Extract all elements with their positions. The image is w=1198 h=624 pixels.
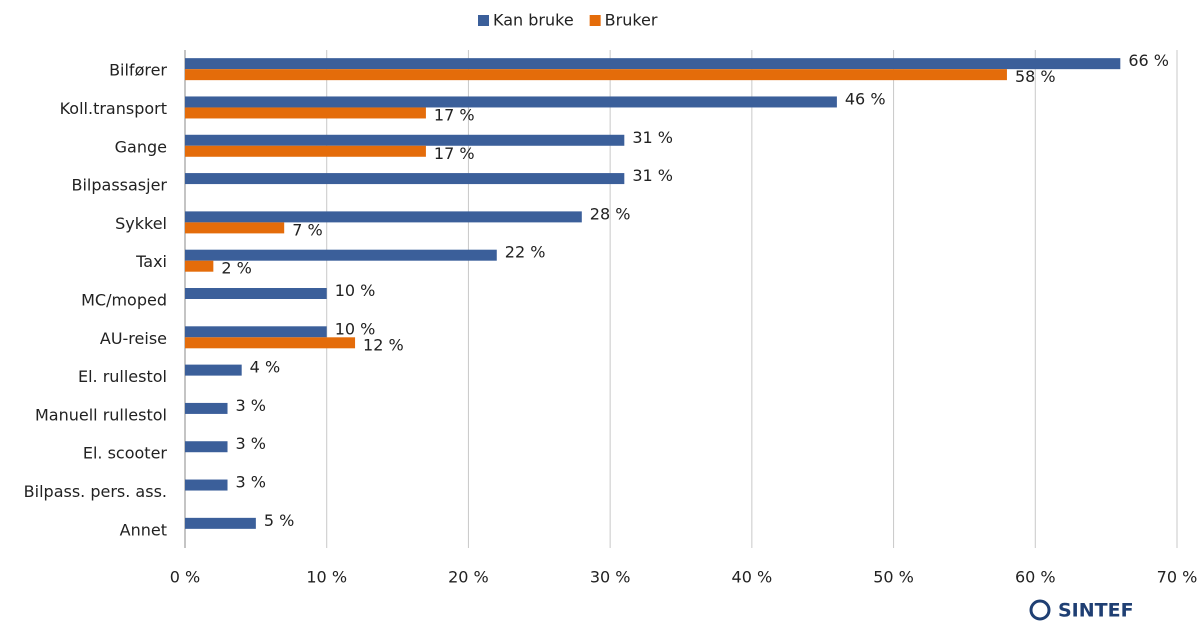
x-tick-label: 20 % [448,568,489,587]
legend-swatch [589,15,601,26]
y-tick-label: MC/moped [81,291,167,310]
data-label: 58 % [1015,67,1056,86]
data-label: 3 % [236,434,266,453]
bar [185,58,1121,70]
y-tick-label: Taxi [135,252,167,271]
logo-icon [1029,599,1051,621]
x-tick-label: 40 % [732,568,773,587]
data-label: 3 % [236,473,266,492]
legend-swatch [478,15,489,26]
y-tick-label: Bilpass. pers. ass. [24,482,167,501]
x-tick-label: 30 % [590,568,631,587]
bar [185,145,426,157]
y-tick-label: Koll.transport [60,99,167,118]
bar [185,288,327,299]
data-label: 10 % [335,281,376,300]
logo-text: SINTEF [1058,600,1134,622]
bar [185,249,497,261]
y-tick-label: Bilpassasjer [71,176,167,195]
y-tick-label: Annet [120,520,167,539]
bar [185,69,1007,81]
bar [185,326,327,338]
data-label: 17 % [434,144,475,163]
logo: SINTEF [1029,599,1134,622]
bar [185,479,228,491]
y-tick-label: Sykkel [115,214,167,233]
y-tick-label: Gange [115,137,167,156]
x-tick-label: 10 % [306,568,347,587]
bar [185,96,837,108]
bar [185,517,256,529]
y-tick-label: AU-reise [100,329,167,348]
data-label: 22 % [505,243,546,262]
y-tick-label: El. rullestol [78,367,167,386]
bar [185,337,356,349]
data-label: 46 % [845,89,886,108]
y-tick-label: Manuell rullestol [35,405,167,424]
bar [185,260,214,272]
data-label: 31 % [632,128,673,147]
data-label: 31 % [632,166,673,185]
data-label: 4 % [250,358,280,377]
data-label: 3 % [236,396,266,415]
x-tick-label: 0 % [170,568,200,587]
data-label: 7 % [292,220,322,239]
bar [185,364,242,376]
data-label: 17 % [434,105,475,124]
x-tick-label: 50 % [873,568,914,587]
legend-label: Kan bruke [493,11,574,30]
x-tick-label: 60 % [1015,568,1056,587]
data-label: 2 % [221,259,251,278]
x-tick-label: 70 % [1157,568,1198,587]
bar [185,173,625,185]
bar [185,222,285,234]
legend-label: Bruker [605,11,658,30]
data-label: 12 % [363,335,404,354]
bar [185,134,625,146]
data-label: 28 % [590,204,631,223]
y-tick-label: El. scooter [83,444,168,463]
bar [185,107,426,119]
bar [185,441,228,453]
bar [185,402,228,414]
data-label: 10 % [335,319,376,338]
bar [185,211,582,223]
y-tick-label: Bilfører [109,61,167,80]
data-label: 66 % [1128,51,1169,70]
data-label: 5 % [264,511,294,530]
